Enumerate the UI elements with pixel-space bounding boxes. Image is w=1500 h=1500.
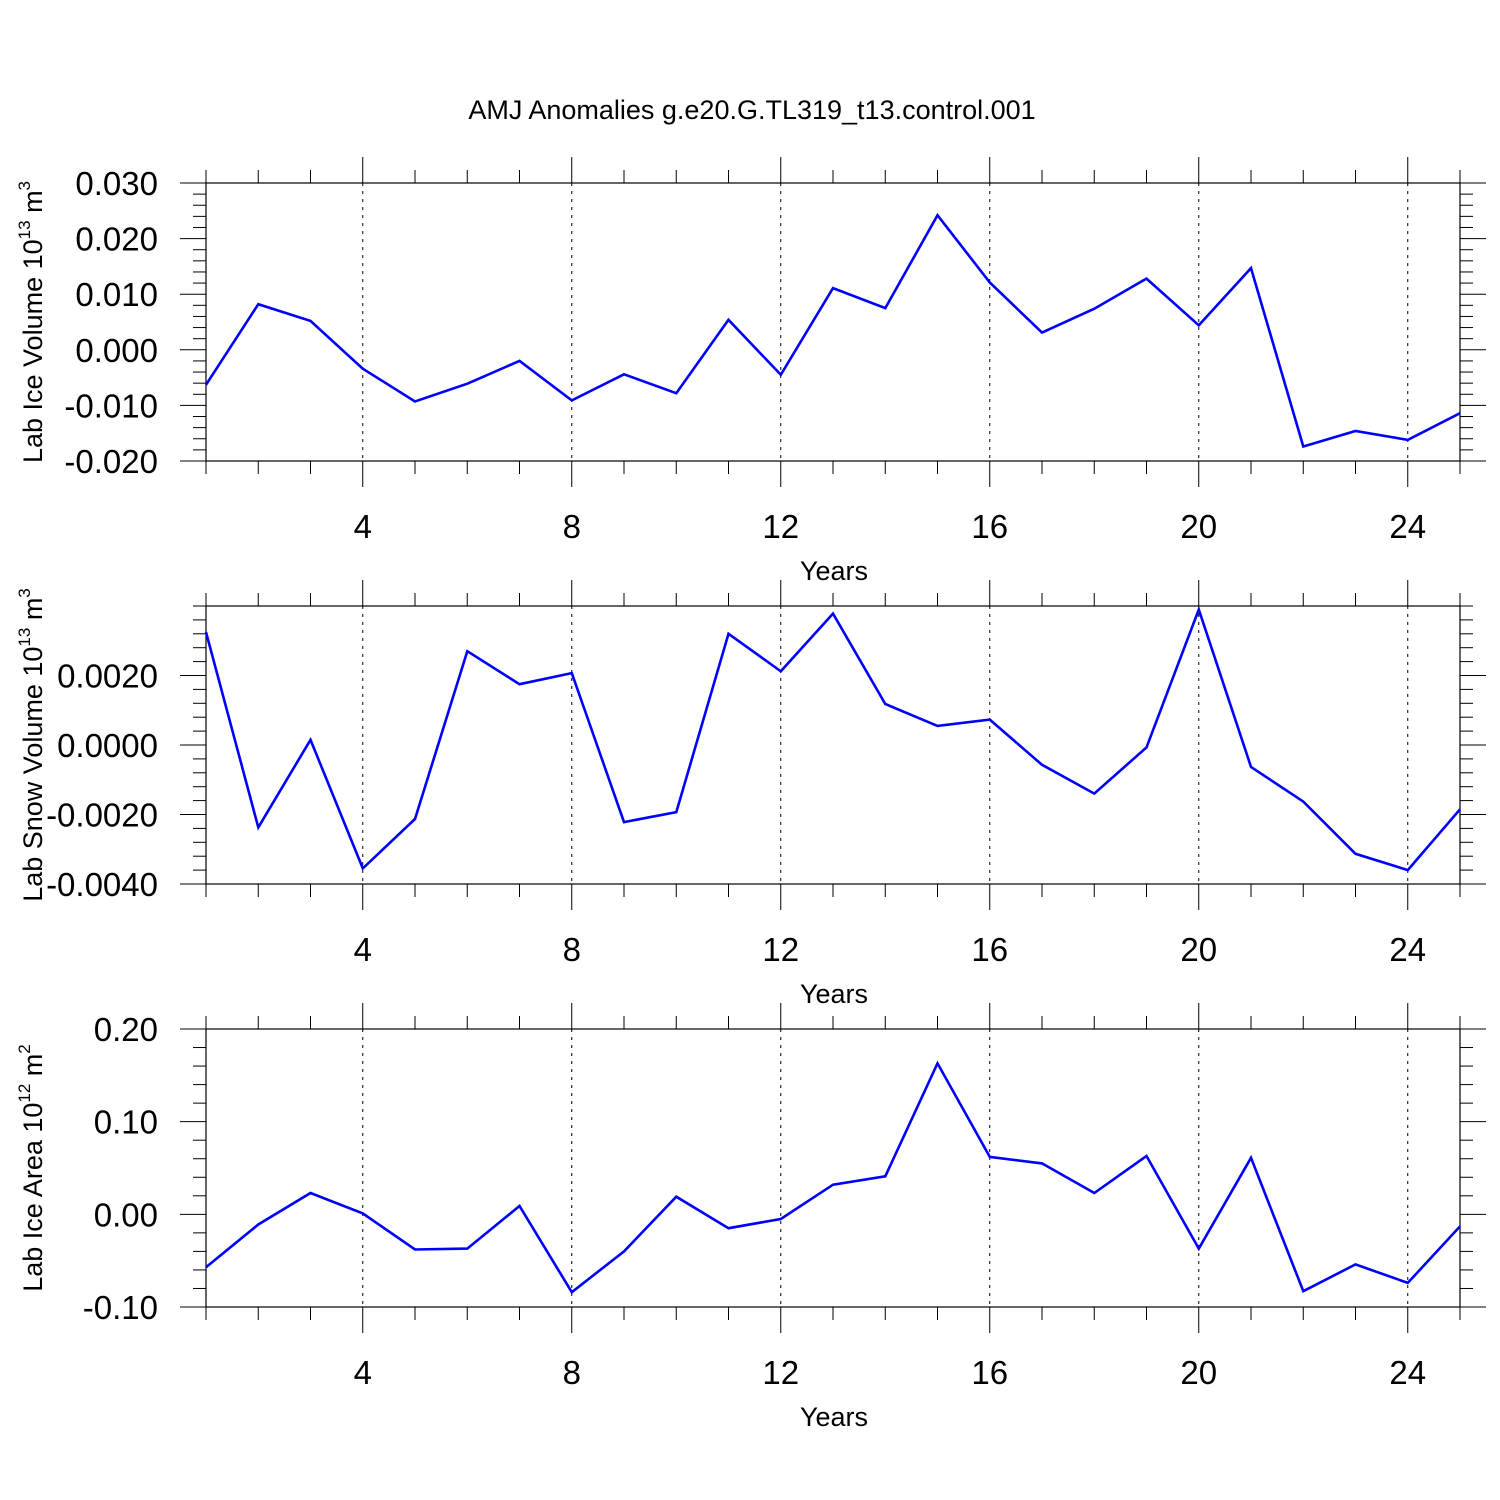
x-tick-label: 12 bbox=[762, 508, 799, 545]
series-line bbox=[204, 212, 1461, 449]
x-tick-label: 12 bbox=[762, 1354, 799, 1391]
x-tick-label: 12 bbox=[762, 931, 799, 968]
x-tick-label: 16 bbox=[971, 931, 1008, 968]
y-tick-label: 0.10 bbox=[94, 1104, 158, 1141]
x-tick-label: 20 bbox=[1180, 1354, 1217, 1391]
x-axis-label: Years bbox=[800, 1402, 868, 1432]
plot-frame bbox=[205, 1028, 1461, 1308]
x-tick-label: 8 bbox=[563, 931, 581, 968]
x-tick-label: 8 bbox=[563, 508, 581, 545]
x-tick-label: 24 bbox=[1389, 1354, 1426, 1391]
x-axis-label: Years bbox=[800, 979, 868, 1009]
y-tick-label: -0.020 bbox=[64, 443, 158, 480]
y-axis-label: Lab Ice Area 1012 m2 bbox=[15, 1044, 48, 1292]
y-tick-label: -0.0040 bbox=[46, 866, 158, 903]
panel-ice-volume: -0.020 -0.010 0.000 0.010 0.020 0.030 4 8 12 16 20… bbox=[15, 157, 1486, 586]
y-tick-label: 0.20 bbox=[94, 1011, 158, 1048]
x-tick-label: 8 bbox=[563, 1354, 581, 1391]
x-tick-label: 4 bbox=[354, 1354, 372, 1391]
y-tick-label: -0.010 bbox=[64, 387, 158, 424]
x-tick-label: 20 bbox=[1180, 931, 1217, 968]
plot-frame bbox=[205, 182, 1461, 462]
x-tick-label: 20 bbox=[1180, 508, 1217, 545]
y-tick-label: 0.0000 bbox=[57, 727, 158, 764]
y-tick-label: 0.00 bbox=[94, 1196, 158, 1233]
x-tick-label: 4 bbox=[354, 508, 372, 545]
y-axis-label: Lab Ice Volume 1013 m3 bbox=[15, 181, 48, 463]
y-axis-label: Lab Snow Volume 1013 m3 bbox=[15, 588, 48, 902]
x-tick-label: 24 bbox=[1389, 508, 1426, 545]
x-tick-label: 16 bbox=[971, 1354, 1008, 1391]
plot-frame bbox=[205, 605, 1461, 885]
x-tick-label: 16 bbox=[971, 508, 1008, 545]
y-tick-label: 0.000 bbox=[75, 332, 158, 369]
x-tick-label: 24 bbox=[1389, 931, 1426, 968]
series-line bbox=[204, 605, 1461, 872]
y-tick-label: 0.010 bbox=[75, 276, 158, 313]
y-tick-label: 0.020 bbox=[75, 221, 158, 258]
y-tick-label: 0.0020 bbox=[57, 658, 158, 695]
x-axis-label: Years bbox=[800, 556, 868, 586]
y-tick-label: -0.0020 bbox=[46, 797, 158, 834]
y-tick-label: 0.030 bbox=[75, 165, 158, 202]
series-line bbox=[205, 1060, 1461, 1295]
panel-ice-area: -0.10 0.00 0.10 0.20 4 8 12 16 20 24 Years Lab Ice … bbox=[15, 1003, 1486, 1432]
panel-snow-volume: -0.0040 -0.0020 0.0000 0.0020 4 8 12 16 20 24 Year… bbox=[15, 580, 1486, 1009]
x-tick-label: 4 bbox=[354, 931, 372, 968]
y-tick-label: -0.10 bbox=[83, 1289, 158, 1326]
figure-title: AMJ Anomalies g.e20.G.TL319_t13.control.… bbox=[468, 95, 1035, 125]
